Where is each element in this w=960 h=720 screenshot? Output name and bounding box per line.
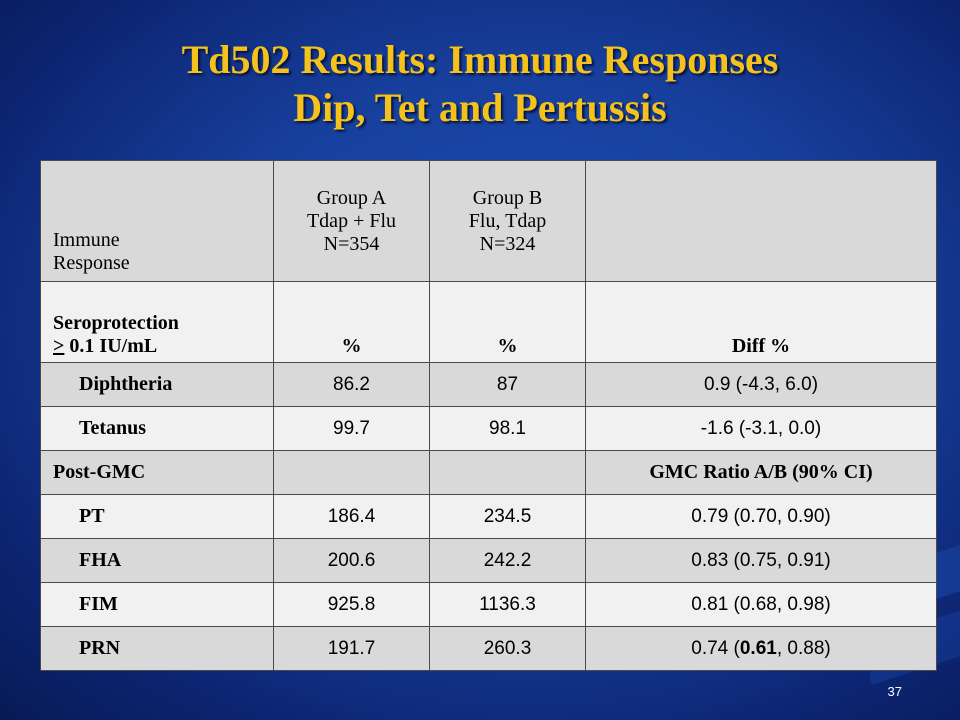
ratio-value: 0.83 (0.75, 0.91) xyxy=(585,538,937,583)
diff-value: 0.9 (-4.3, 6.0) xyxy=(585,362,937,407)
page-number: 37 xyxy=(887,684,902,699)
table-row: PRN 191.7 260.3 0.74 (0.61, 0.88) xyxy=(40,626,937,671)
results-table: Immune Response Group A Tdap + Flu N=354… xyxy=(40,160,937,671)
post-gmc-label: Post-GMC xyxy=(40,450,274,495)
table-row: FIM 925.8 1136.3 0.81 (0.68, 0.98) xyxy=(40,582,937,627)
group-b-value: 87 xyxy=(429,362,586,407)
table-row: FHA 200.6 242.2 0.83 (0.75, 0.91) xyxy=(40,538,937,583)
gmc-ratio-header: GMC Ratio A/B (90% CI) xyxy=(585,450,937,495)
ratio-value: 0.81 (0.68, 0.98) xyxy=(585,582,937,627)
table-row: PT 186.4 234.5 0.79 (0.70, 0.90) xyxy=(40,494,937,539)
table-row: Tetanus 99.7 98.1 -1.6 (-3.1, 0.0) xyxy=(40,406,937,451)
title-line-1: Td502 Results: Immune Responses xyxy=(181,37,779,82)
group-a-value: 186.4 xyxy=(273,494,430,539)
seroprotection-diff: Diff % xyxy=(585,281,937,363)
post-gmc-row: Post-GMC GMC Ratio A/B (90% CI) xyxy=(40,450,937,495)
header-row: Immune Response Group A Tdap + Flu N=354… xyxy=(40,160,937,282)
title-line-2: Dip, Tet and Pertussis xyxy=(293,85,667,130)
group-b-value: 234.5 xyxy=(429,494,586,539)
seroprotection-label: Seroprotection > 0.1 IU/mL xyxy=(40,281,274,363)
ratio-value: 0.79 (0.70, 0.90) xyxy=(585,494,937,539)
diff-value: -1.6 (-3.1, 0.0) xyxy=(585,406,937,451)
ratio-value: 0.74 (0.61, 0.88) xyxy=(585,626,937,671)
group-b-value: 260.3 xyxy=(429,626,586,671)
row-label: Diphtheria xyxy=(40,362,274,407)
group-a-value: 86.2 xyxy=(273,362,430,407)
table-row: Diphtheria 86.2 87 0.9 (-4.3, 6.0) xyxy=(40,362,937,407)
row-label: PRN xyxy=(40,626,274,671)
header-group-b: Group B Flu, Tdap N=324 xyxy=(429,160,586,282)
row-label: FHA xyxy=(40,538,274,583)
row-label: PT xyxy=(40,494,274,539)
row-label: Tetanus xyxy=(40,406,274,451)
seroprotection-row: Seroprotection > 0.1 IU/mL % % Diff % xyxy=(40,281,937,363)
row-label: FIM xyxy=(40,582,274,627)
seroprotection-group-a: % xyxy=(273,281,430,363)
empty-cell xyxy=(429,450,586,495)
group-b-value: 1136.3 xyxy=(429,582,586,627)
header-group-a: Group A Tdap + Flu N=354 xyxy=(273,160,430,282)
group-a-value: 200.6 xyxy=(273,538,430,583)
group-a-value: 925.8 xyxy=(273,582,430,627)
header-empty xyxy=(585,160,937,282)
group-b-value: 242.2 xyxy=(429,538,586,583)
group-b-value: 98.1 xyxy=(429,406,586,451)
seroprotection-group-b: % xyxy=(429,281,586,363)
slide-title: Td502 Results: Immune Responses Dip, Tet… xyxy=(0,36,960,132)
header-immune-response: Immune Response xyxy=(40,160,274,282)
ratio-bold-value: 0.61 xyxy=(739,637,777,659)
empty-cell xyxy=(273,450,430,495)
group-a-value: 191.7 xyxy=(273,626,430,671)
group-a-value: 99.7 xyxy=(273,406,430,451)
